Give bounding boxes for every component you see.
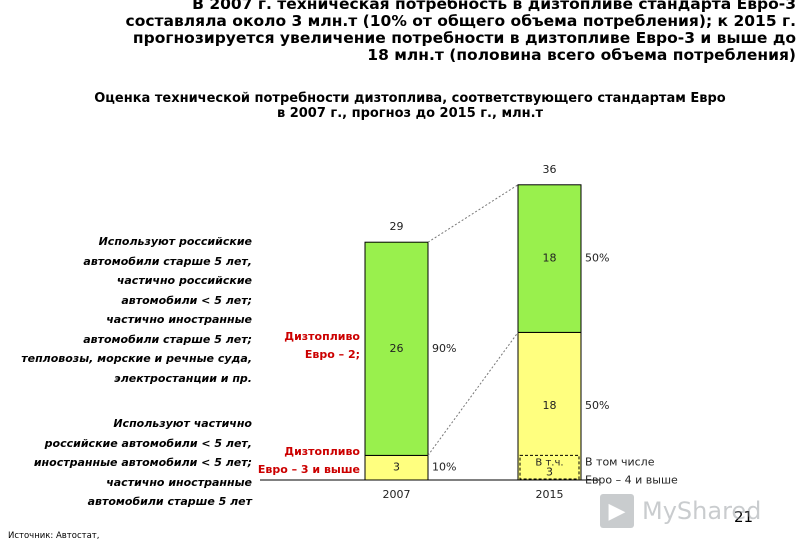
chart-title: Оценка технической потребности дизтоплив… <box>60 91 760 121</box>
bar-total-label: 36 <box>543 163 557 176</box>
inner-legend-label: В том числе <box>585 455 655 468</box>
watermark-logo-icon: ▶ <box>600 494 634 528</box>
bar-share-label: 10% <box>432 461 456 474</box>
bar-value-label: 18 <box>543 252 557 265</box>
inner-segment-label: В т.ч. <box>535 457 563 468</box>
series-label: Дизтопливо <box>284 445 360 458</box>
headline-line: В 2007 г. техническая потребность в дизт… <box>192 0 796 13</box>
headline-line: прогнозируется увеличение потребности в … <box>132 29 796 47</box>
bar-segment <box>517 184 582 333</box>
page-number: 21 <box>734 508 754 526</box>
side-note-lower: Используют частично российские автомобил… <box>33 417 252 508</box>
connector-line <box>427 184 519 243</box>
headline-line: 18 млн.т (половина всего объема потребле… <box>367 46 796 64</box>
series-label: Евро – 3 и выше <box>258 463 360 476</box>
connector-line <box>427 332 519 456</box>
headline-line: составляла около 3 млн.т (10% от общего … <box>125 12 797 30</box>
inner-segment <box>519 454 580 480</box>
category-tick-label: 2007 <box>383 488 411 501</box>
category-tick-label: 2015 <box>536 488 564 501</box>
bar-segment <box>364 241 429 456</box>
watermark-text: MyShared <box>642 497 762 525</box>
source-note: Источник: Автостат, <box>8 531 100 541</box>
bar-share-label: 50% <box>585 252 609 265</box>
bar-share-label: 50% <box>585 399 609 412</box>
headline: В 2007 г. техническая потребность в дизт… <box>10 0 797 64</box>
bar-value-label: 18 <box>543 399 557 412</box>
bar-total-label: 29 <box>390 220 404 233</box>
watermark: ▶ MyShared <box>600 491 770 531</box>
bar-value-label: 3 <box>393 461 400 474</box>
bar-value-label: 26 <box>390 342 404 355</box>
chart-title-line: Оценка технической потребности дизтоплив… <box>94 91 726 106</box>
side-note-upper: Используют российские автомобили старше … <box>21 235 252 385</box>
series-label: Дизтопливо <box>284 330 360 343</box>
bar-share-label: 90% <box>432 342 456 355</box>
series-label: Евро – 2; <box>305 348 360 361</box>
chart-title-line: в 2007 г., прогноз до 2015 г., млн.т <box>276 106 544 121</box>
inner-segment-value: 3 <box>546 466 553 479</box>
inner-legend-label: Евро – 4 и выше <box>585 473 678 486</box>
